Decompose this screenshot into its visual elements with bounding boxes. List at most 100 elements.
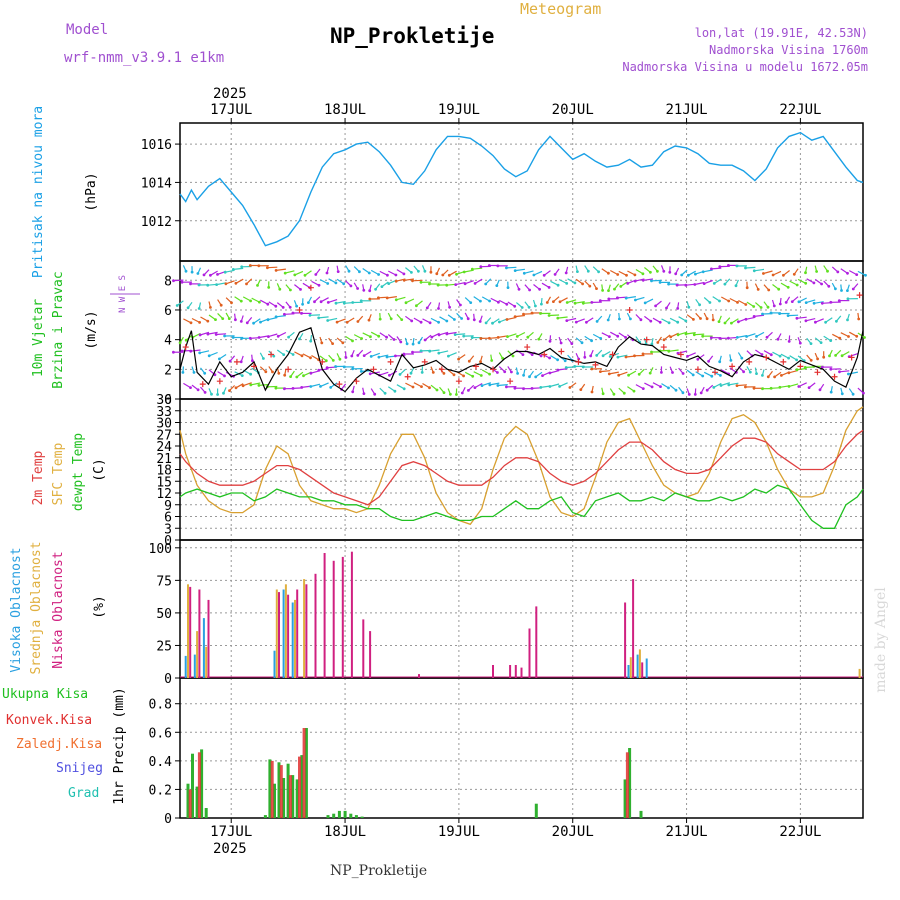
wind-arrow-head (786, 314, 790, 317)
wind-arrow (797, 278, 806, 284)
day-label-top: 17JUL (210, 102, 252, 118)
wind-arrow-head (608, 355, 612, 358)
wind-arrow-head (803, 366, 807, 369)
cloud-bar-low (332, 560, 335, 678)
wind-arrow-head (497, 300, 500, 304)
wind-arrow-head (563, 359, 567, 363)
wind-arrow (703, 371, 713, 377)
wind-arrow-head (767, 288, 771, 292)
wind-arrow-head (816, 357, 819, 361)
wind-arrow-head (846, 271, 849, 275)
wind-arrow-head (701, 334, 705, 338)
wind-arrow-head (385, 335, 388, 339)
wind-arrow-head (445, 332, 449, 336)
wind-arrow-head (517, 287, 521, 291)
wind-arrow-head (368, 372, 372, 376)
year-top: 2025 (213, 86, 247, 102)
wind-arrow-head (324, 359, 328, 363)
cloud-bar-low (632, 579, 635, 678)
wind-arrow-head (266, 302, 270, 306)
wind-arrow-head (618, 317, 621, 321)
wind-arrow-head (320, 341, 324, 345)
wind-arrow-head (564, 271, 568, 275)
wind-arrow-head (744, 317, 748, 321)
gust-marker (490, 366, 497, 373)
wind-arrow-head (186, 306, 190, 310)
wind-arrow (711, 267, 722, 270)
wind-arrow-head (496, 384, 500, 387)
wind-arrow-head (428, 282, 431, 286)
cloud-bar-high (282, 589, 285, 678)
wind-arrow-head (423, 338, 427, 342)
wind-arrow-head (676, 307, 680, 310)
wind-arrow-head (219, 303, 223, 307)
wind-arrow-head (317, 283, 321, 287)
wind-arrow-head (667, 349, 671, 353)
model-name: wrf-nmm_v3.9.1 e1km (64, 50, 224, 66)
wind-arrow-head (378, 317, 382, 321)
wind-arrow (285, 270, 295, 274)
wind-arrow-head (787, 356, 790, 360)
wind-arrow (575, 301, 585, 304)
wind-arrow-head (351, 390, 355, 394)
wind-arrow-head (762, 272, 765, 275)
wind-arrow (644, 382, 653, 388)
wind-arrow-head (459, 303, 462, 307)
wind-arrow-head (667, 282, 670, 286)
wind-arrow (703, 269, 713, 273)
wind-arrow-head (402, 272, 406, 276)
wind-arrow-head (676, 320, 680, 324)
y-tick-label: 0 (164, 393, 172, 408)
wind-arrow-head (581, 365, 585, 369)
wind-arrow-head (462, 334, 466, 338)
wind-arrow-head (251, 359, 254, 363)
wind-arrow-head (411, 279, 414, 283)
wind-arrow-head (291, 311, 295, 315)
wind-arrow-head (289, 375, 292, 378)
wind-arrow-head (748, 370, 752, 374)
wind-arrow-head (851, 287, 855, 291)
wind-arrow-head (436, 283, 440, 287)
gust-marker (387, 358, 394, 365)
gust-marker (780, 358, 787, 365)
wind-arrow-head (765, 335, 769, 339)
wind-arrow-head (453, 333, 457, 336)
wind-arrow-head (516, 372, 519, 375)
wind-arrow-head (362, 392, 366, 395)
wind-arrow (729, 297, 738, 303)
wind-arrow-head (227, 317, 231, 320)
wind-arrow (626, 296, 636, 299)
wind-arrow (849, 353, 859, 358)
wind-arrow-head (780, 374, 783, 377)
precip-bar-conv (625, 752, 629, 818)
wind-arrow-head (734, 284, 738, 288)
wind-arrow-head (607, 289, 610, 292)
wind-arrow-head (537, 337, 541, 341)
wind-arrow-head (457, 357, 460, 361)
wind-arrow-head (633, 354, 636, 358)
wind-arrow-head (291, 387, 295, 390)
wind-arrow-head (442, 391, 446, 394)
wind-arrow (687, 352, 696, 357)
precip-bar-total (337, 810, 341, 818)
wind-arrow (362, 332, 371, 338)
wind-arrow (617, 354, 628, 358)
wind-arrow (311, 280, 320, 286)
wind-arrow-head (686, 273, 690, 277)
wind-arrow-head (717, 320, 721, 323)
gust-marker (233, 358, 240, 365)
year-bottom: 2025 (213, 841, 247, 857)
wind-arrow-head (528, 288, 531, 292)
wind-arrow-head (548, 371, 552, 375)
wind-arrow-head (283, 271, 287, 275)
wind-arrow-head (778, 354, 782, 358)
wind-arrow-head (588, 284, 592, 288)
wind-arrow-head (342, 282, 346, 286)
wind-arrow-head (718, 299, 721, 303)
wind-arrow-head (727, 299, 731, 303)
gust-marker (268, 351, 275, 358)
wind-arrow-head (387, 282, 391, 285)
cloud-bar-low (520, 667, 523, 678)
wind-arrow (225, 280, 235, 285)
wind-arrow-head (198, 333, 202, 337)
